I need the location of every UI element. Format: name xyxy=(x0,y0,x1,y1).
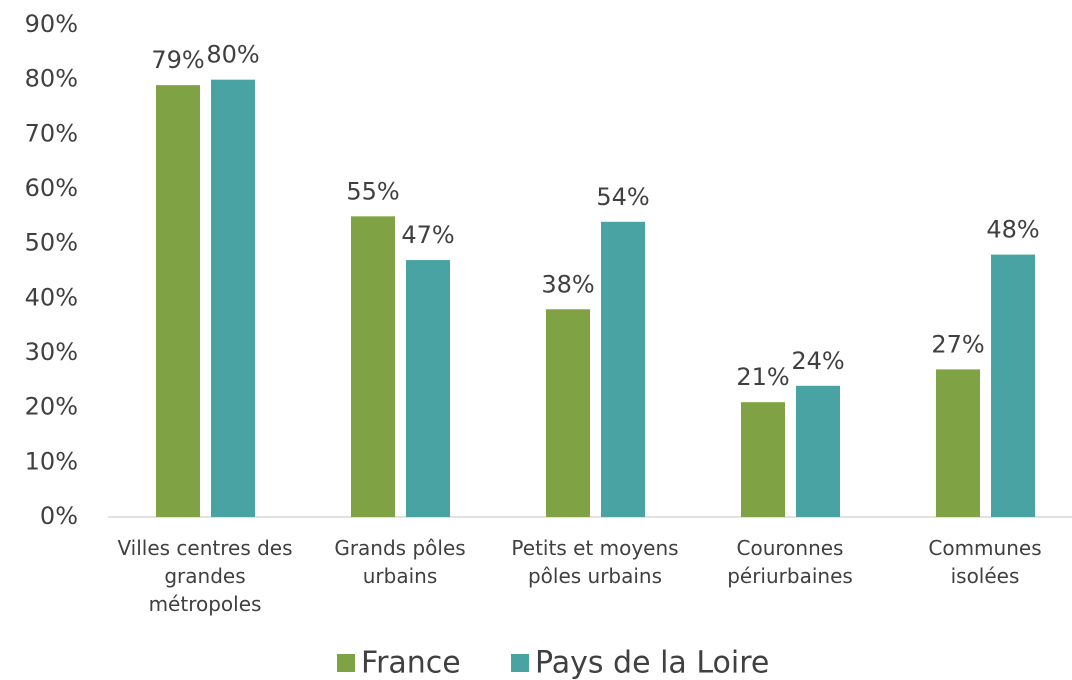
y-tick-label: 50% xyxy=(25,229,78,257)
x-tick-label: Communes isolées xyxy=(928,536,1042,588)
legend-swatch xyxy=(337,654,355,672)
y-tick-label: 60% xyxy=(25,174,78,202)
x-tick-label: Villes centres des grandes métropoles xyxy=(117,536,293,616)
y-tick-label: 90% xyxy=(25,10,78,38)
legend-label: France xyxy=(361,646,461,680)
data-label: 55% xyxy=(346,177,399,205)
data-label: 47% xyxy=(401,221,454,249)
data-label: 80% xyxy=(206,41,259,69)
y-tick-label: 40% xyxy=(25,283,78,311)
data-label: 27% xyxy=(931,330,984,358)
y-tick-label: 20% xyxy=(25,393,78,421)
y-tick-label: 80% xyxy=(25,65,78,93)
y-tick-label: 30% xyxy=(25,338,78,366)
data-label: 24% xyxy=(791,347,844,375)
y-tick-label: 70% xyxy=(25,119,78,147)
data-label: 48% xyxy=(986,216,1039,244)
bar xyxy=(546,309,590,517)
y-tick-label: 10% xyxy=(25,447,78,475)
x-tick-label: Grands pôles urbains xyxy=(334,536,466,588)
legend-label: Pays de la Loire xyxy=(535,646,769,680)
bar xyxy=(796,385,840,517)
bar xyxy=(156,85,200,517)
bar xyxy=(991,254,1035,517)
x-tick-label: Petits et moyens pôles urbains xyxy=(511,536,679,588)
data-label: 21% xyxy=(736,363,789,391)
bar xyxy=(211,79,255,518)
data-label: 54% xyxy=(596,183,649,211)
bar xyxy=(741,402,785,517)
y-tick-label: 0% xyxy=(40,502,78,530)
data-label: 79% xyxy=(151,46,204,74)
bar xyxy=(406,260,450,517)
legend-swatch xyxy=(511,654,529,672)
bar xyxy=(351,216,395,518)
data-label: 38% xyxy=(541,270,594,298)
x-tick-label: Couronnes périurbaines xyxy=(727,536,853,588)
bar xyxy=(936,369,980,517)
bar xyxy=(601,221,645,518)
